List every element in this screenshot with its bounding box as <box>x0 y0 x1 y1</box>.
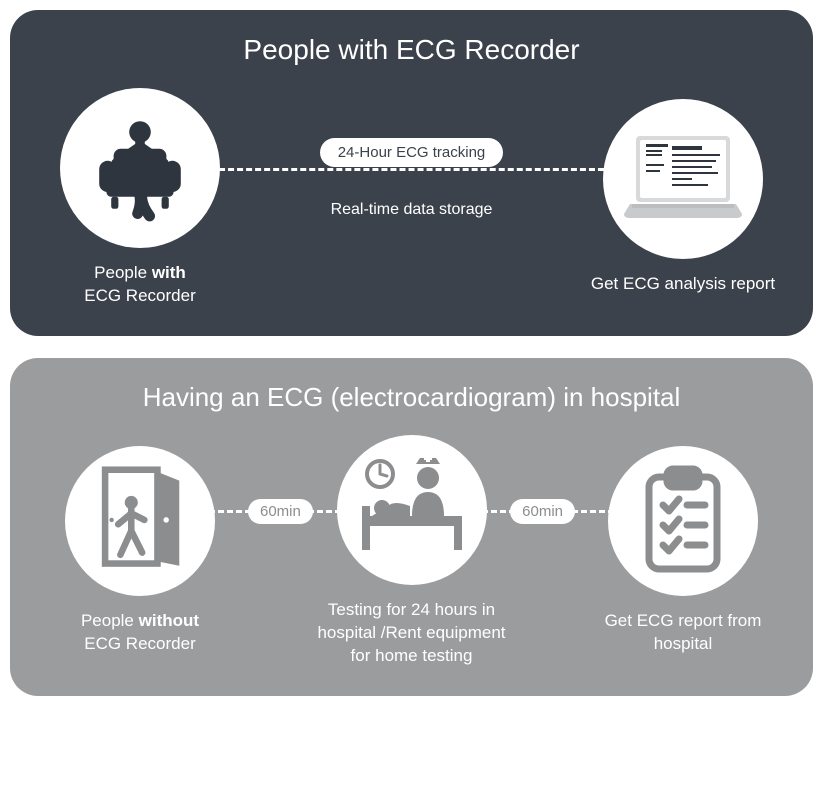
caption-text: hospital /Rent equipment <box>317 623 505 642</box>
panel-hospital: Having an ECG (electrocardiogram) in hos… <box>10 358 813 696</box>
node-door: People without ECG Recorder <box>40 446 240 656</box>
circle-clipboard <box>608 446 758 596</box>
pill-60min-2: 60min <box>510 499 575 524</box>
caption-text: People <box>81 611 139 630</box>
caption-clipboard: Get ECG report from hospital <box>605 610 762 656</box>
caption-strong: without <box>139 611 199 630</box>
circle-door <box>65 446 215 596</box>
panel-title-bottom: Having an ECG (electrocardiogram) in hos… <box>40 382 783 413</box>
caption-strong: with <box>152 263 186 282</box>
row-top: People with ECG Recorder 24-Hour ECG tra… <box>40 88 783 308</box>
panel-gap <box>10 336 813 358</box>
panel-with-recorder: People with ECG Recorder <box>10 10 813 336</box>
connector-labels-top: 24-Hour ECG tracking Real-time data stor… <box>40 138 783 219</box>
circle-hospital <box>337 435 487 585</box>
caption-text: Testing for 24 hours in <box>328 600 495 619</box>
caption-text: People <box>94 263 152 282</box>
caption-laptop: Get ECG analysis report <box>591 273 775 296</box>
sublabel-realtime: Real-time data storage <box>331 201 493 219</box>
row-bottom: People without ECG Recorder 60min <box>40 435 783 668</box>
panel-title-top: People with ECG Recorder <box>40 34 783 66</box>
pill-60min-1: 60min <box>248 499 313 524</box>
caption-text: hospital <box>654 634 713 653</box>
caption-text: ECG Recorder <box>84 634 195 653</box>
door-exit-icon <box>85 461 195 581</box>
clipboard-check-icon <box>633 461 733 581</box>
caption-person-recorder: People with ECG Recorder <box>84 262 195 308</box>
caption-door: People without ECG Recorder <box>81 610 199 656</box>
caption-text: ECG Recorder <box>84 286 195 305</box>
caption-text: for home testing <box>351 646 473 665</box>
node-clipboard: Get ECG report from hospital <box>583 446 783 656</box>
pill-24hour: 24-Hour ECG tracking <box>320 138 504 167</box>
hospital-bed-nurse-icon <box>352 450 472 570</box>
caption-hospital: Testing for 24 hours in hospital /Rent e… <box>317 599 505 668</box>
caption-text: Get ECG report from <box>605 611 762 630</box>
node-hospital-bed: Testing for 24 hours in hospital /Rent e… <box>302 435 522 668</box>
